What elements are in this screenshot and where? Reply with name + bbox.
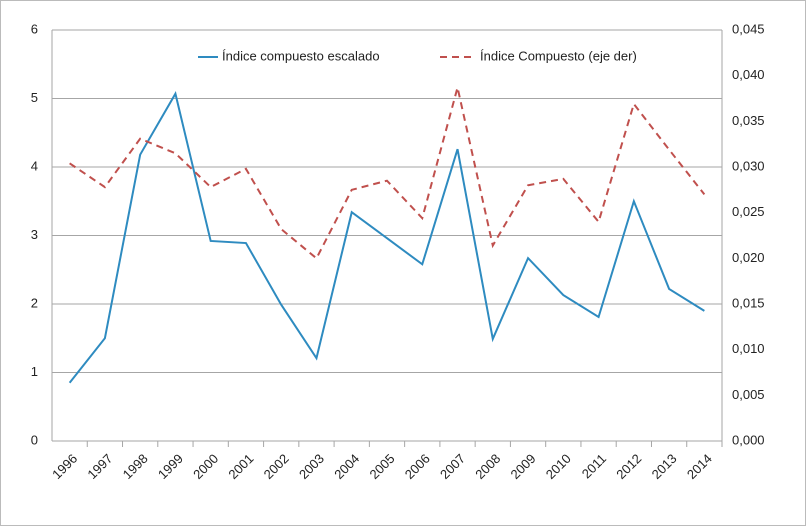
- y2-tick-label: 0,040: [732, 67, 765, 82]
- y2-tick-label: 0,010: [732, 341, 765, 356]
- y2-tick-label: 0,000: [732, 432, 765, 447]
- y-tick-label: 4: [31, 158, 38, 173]
- y-tick-label: 6: [31, 21, 38, 36]
- y2-tick-label: 0,045: [732, 21, 765, 36]
- y-tick-label: 0: [31, 432, 38, 447]
- y2-tick-label: 0,030: [732, 158, 765, 173]
- series-line: [69, 87, 706, 260]
- y-tick-label: 5: [31, 90, 38, 105]
- y2-tick-label: 0,020: [732, 250, 765, 265]
- y2-tick-label: 0,005: [732, 387, 765, 402]
- legend-label: Índice Compuesto (eje der): [480, 48, 637, 63]
- y2-tick-label: 0,025: [732, 204, 765, 219]
- y-tick-label: 2: [31, 295, 38, 310]
- legend-label: Índice compuesto escalado: [222, 48, 380, 63]
- y-tick-label: 1: [31, 364, 38, 379]
- y-tick-label: 3: [31, 227, 38, 242]
- y2-tick-label: 0,015: [732, 295, 765, 310]
- y2-tick-label: 0,035: [732, 113, 765, 128]
- series-line: [68, 91, 705, 384]
